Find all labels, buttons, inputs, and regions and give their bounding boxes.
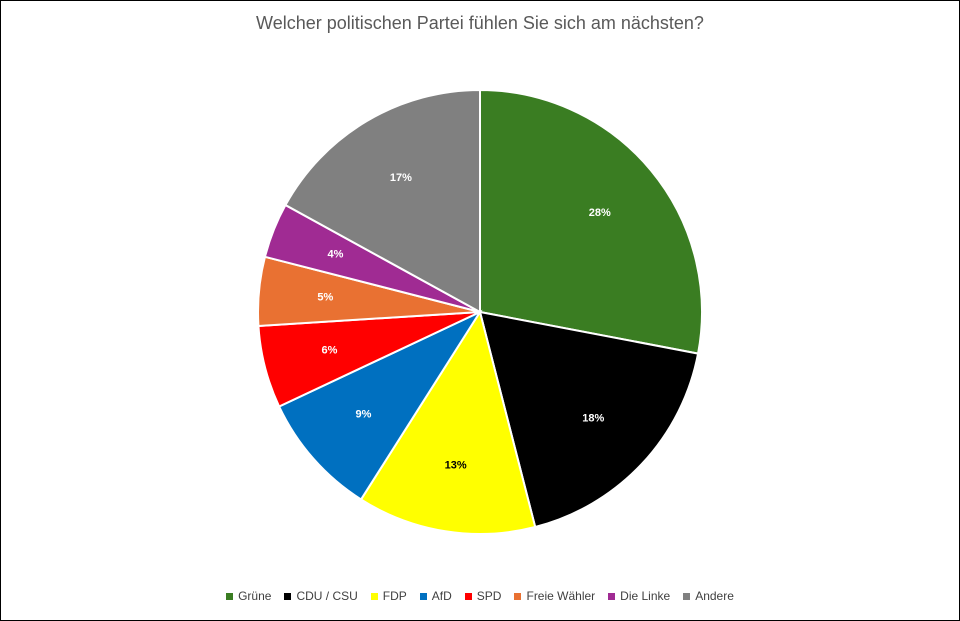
- data-label-spd: 6%: [322, 345, 338, 357]
- legend-item-fdp: FDP: [370, 589, 407, 603]
- legend-item-grüne: Grüne: [226, 589, 271, 603]
- pie-slice-fdp: [359, 309, 537, 535]
- pie-slice-afd: [277, 309, 483, 501]
- legend-label-spd: SPD: [476, 589, 502, 603]
- data-label-cdu-csu: 18%: [582, 412, 604, 424]
- legend-item-freie-wähler: Freie Wähler: [514, 589, 595, 603]
- legend-label-grüne: Grüne: [238, 589, 272, 603]
- data-label-fdp: 13%: [445, 459, 467, 471]
- data-label-afd: 9%: [355, 409, 371, 421]
- pie-slice-grüne: [479, 88, 703, 355]
- legend-item-cdu-csu: CDU / CSU: [284, 589, 358, 603]
- legend-swatch-fdp: [370, 592, 378, 600]
- legend-item-die-linke: Die Linke: [608, 589, 670, 603]
- legend-label-afd: AfD: [431, 589, 452, 603]
- data-label-grüne: 28%: [589, 207, 611, 219]
- legend-swatch-andere: [683, 592, 691, 600]
- data-label-freie-wähler: 5%: [317, 291, 333, 303]
- legend-label-cdu-csu: CDU / CSU: [296, 589, 358, 603]
- legend-swatch-grüne: [226, 592, 234, 600]
- legend-swatch-freie-wähler: [514, 592, 522, 600]
- data-label-die-linke: 4%: [328, 249, 344, 261]
- legend-swatch-cdu-csu: [284, 592, 292, 600]
- legend: Grüne CDU / CSU FDP AfD SPD Freie Wähler Die L…: [1, 589, 959, 603]
- pie-slice-cdu-csu: [478, 310, 700, 529]
- data-label-andere: 17%: [390, 172, 412, 184]
- pie-slice-andere: [284, 88, 481, 314]
- legend-swatch-afd: [419, 592, 427, 600]
- legend-swatch-spd: [464, 592, 472, 600]
- legend-label-andere: Andere: [695, 589, 734, 603]
- legend-item-afd: AfD: [419, 589, 452, 603]
- legend-label-die-linke: Die Linke: [620, 589, 671, 603]
- legend-label-freie-wähler: Freie Wähler: [526, 589, 596, 603]
- legend-swatch-die-linke: [608, 592, 616, 600]
- legend-item-spd: SPD: [464, 589, 502, 603]
- legend-item-andere: Andere: [683, 589, 734, 603]
- chart-title: Welcher politischen Partei fühlen Sie si…: [256, 13, 704, 33]
- legend-label-fdp: FDP: [382, 589, 407, 603]
